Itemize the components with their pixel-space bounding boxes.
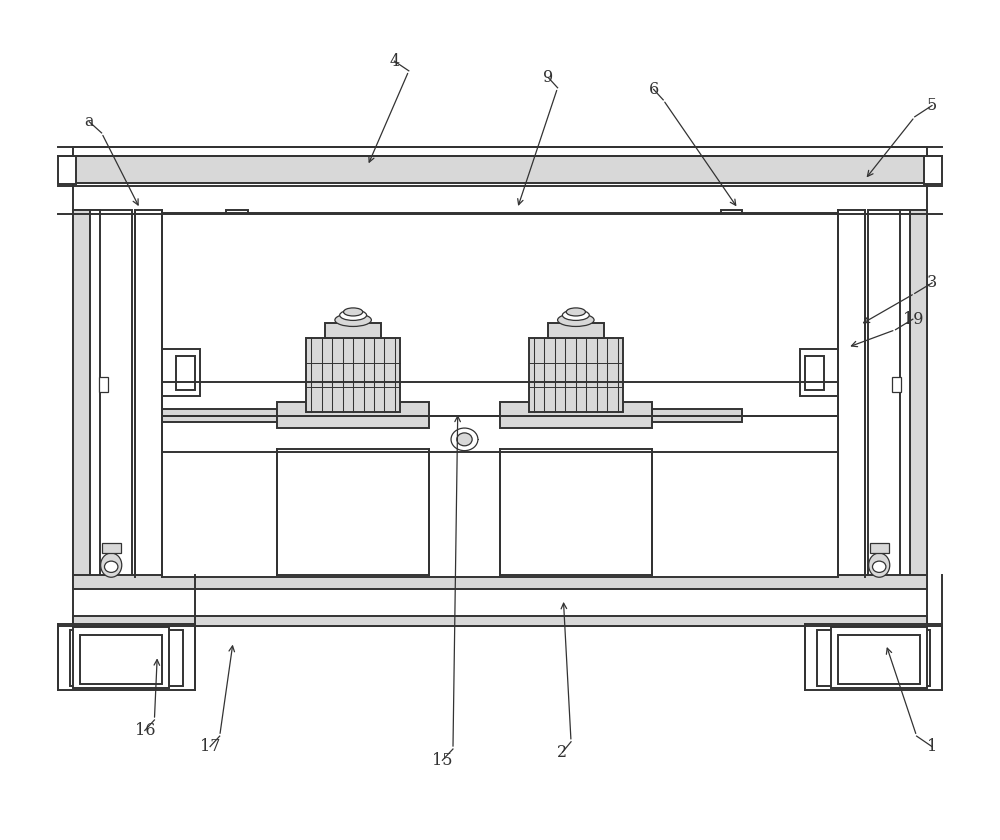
Text: a: a [84, 113, 94, 130]
Bar [73, 575, 927, 626]
Bar [73, 148, 927, 155]
Bar [817, 630, 930, 686]
Bar [924, 155, 942, 184]
Text: 1: 1 [927, 738, 937, 755]
Ellipse shape [101, 553, 122, 577]
Bar [805, 624, 942, 690]
Text: 5: 5 [927, 97, 937, 114]
Bar [73, 616, 927, 626]
Bar [90, 210, 100, 577]
Ellipse shape [457, 433, 472, 446]
Text: 3: 3 [927, 275, 937, 291]
Ellipse shape [340, 310, 367, 320]
Bar [800, 349, 838, 396]
Bar [73, 152, 927, 186]
Bar [80, 634, 162, 685]
Bar [58, 624, 195, 690]
Bar [529, 338, 623, 412]
Bar [102, 543, 121, 553]
Bar [277, 449, 429, 575]
Bar [831, 627, 927, 688]
Bar [226, 210, 248, 557]
Ellipse shape [562, 310, 589, 320]
Bar [162, 409, 277, 422]
Text: 15: 15 [432, 752, 453, 769]
Ellipse shape [104, 561, 118, 572]
Bar [58, 155, 76, 184]
Bar [900, 210, 910, 577]
Bar [868, 210, 927, 577]
Text: 9: 9 [543, 69, 553, 86]
Ellipse shape [335, 313, 371, 327]
Ellipse shape [344, 308, 363, 316]
Ellipse shape [566, 308, 585, 316]
Bar [500, 402, 652, 428]
Ellipse shape [869, 553, 890, 577]
Ellipse shape [872, 561, 886, 572]
Bar [306, 338, 400, 412]
Bar [325, 323, 381, 338]
Bar [73, 627, 169, 688]
Text: 4: 4 [389, 53, 399, 70]
Bar [548, 323, 604, 338]
Text: 6: 6 [648, 81, 659, 98]
Bar [73, 183, 927, 213]
Bar [870, 543, 889, 553]
Bar [70, 630, 183, 686]
Text: 2: 2 [557, 743, 567, 761]
Bar [805, 356, 824, 390]
Bar [135, 210, 162, 577]
Bar [162, 349, 200, 396]
Bar [162, 382, 838, 416]
Bar [73, 575, 927, 590]
Ellipse shape [558, 313, 594, 327]
Text: 19: 19 [903, 311, 923, 328]
Text: 16: 16 [135, 722, 155, 739]
Bar [652, 409, 742, 422]
Text: 17: 17 [200, 738, 220, 755]
Bar [176, 356, 195, 390]
Bar [73, 210, 90, 577]
Bar [838, 210, 865, 577]
Bar [838, 634, 920, 685]
Bar [162, 213, 838, 577]
Bar [99, 377, 108, 391]
Bar [721, 210, 742, 557]
Bar [500, 449, 652, 575]
Bar [892, 377, 901, 391]
Bar [910, 210, 927, 577]
Bar [73, 210, 132, 577]
Bar [277, 402, 429, 428]
Ellipse shape [451, 428, 478, 450]
